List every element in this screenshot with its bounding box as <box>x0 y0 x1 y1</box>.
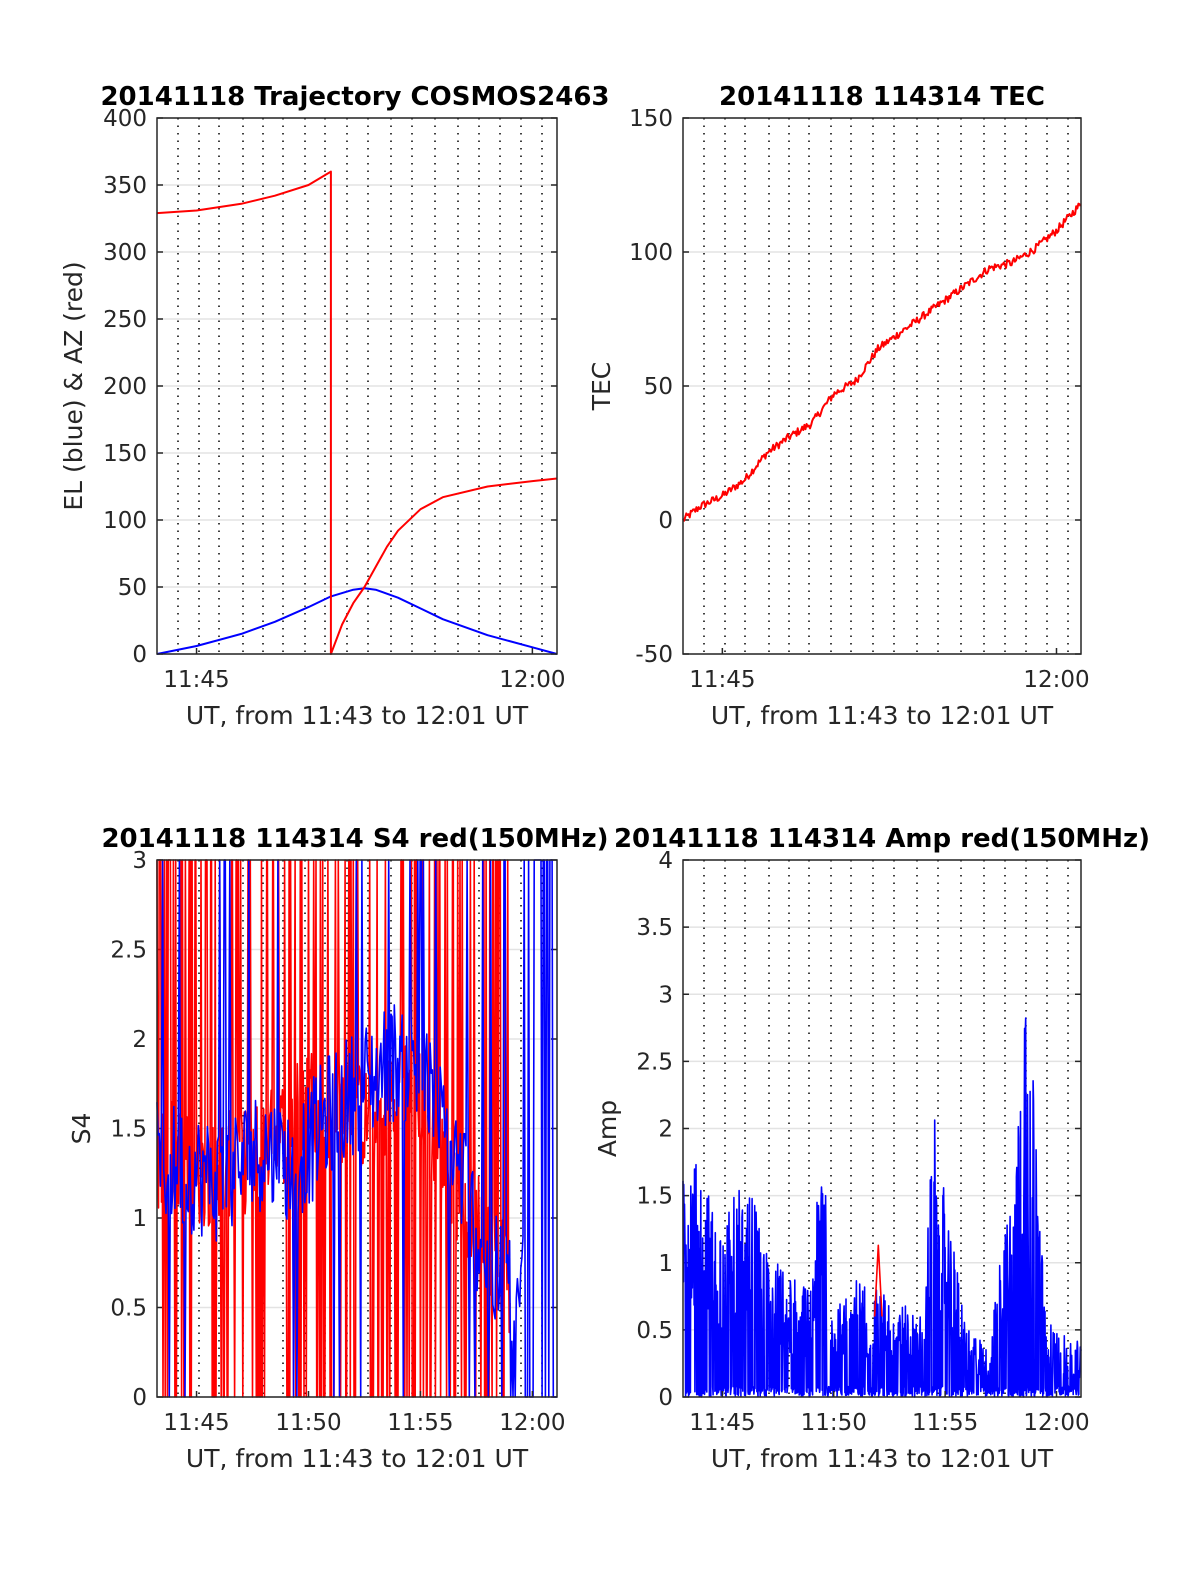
x-tick-label: 11:45 <box>689 667 755 693</box>
y-tick-label: 2.5 <box>636 1049 673 1075</box>
y-tick-label: 200 <box>103 374 147 400</box>
y-tick-label: -50 <box>635 642 673 668</box>
series-line-amp_blue <box>682 1017 1082 1398</box>
x-tick-label: 12:00 <box>1023 1410 1089 1436</box>
x-axis-label: UT, from 11:43 to 12:01 UT <box>711 1444 1054 1473</box>
y-tick-label: 50 <box>644 374 673 400</box>
y-tick-label: 0 <box>658 1385 673 1411</box>
x-axis-label: UT, from 11:43 to 12:01 UT <box>186 701 529 730</box>
y-tick-label: 1.5 <box>110 1117 147 1143</box>
y-tick-label: 100 <box>103 508 147 534</box>
y-tick-label: 100 <box>629 240 673 266</box>
y-tick-label: 0 <box>132 1385 147 1411</box>
y-tick-label: 3.5 <box>636 915 673 941</box>
chart-title: 20141118 114314 TEC <box>719 82 1045 112</box>
y-tick-label: 50 <box>118 575 147 601</box>
x-tick-label: 12:00 <box>499 1410 565 1436</box>
series-line-az <box>156 170 558 655</box>
y-tick-label: 1.5 <box>636 1184 673 1210</box>
x-tick-label: 11:55 <box>912 1410 978 1436</box>
y-tick-label: 3 <box>658 982 673 1008</box>
y-axis-label: S4 <box>67 1113 96 1145</box>
plot-frame <box>682 859 1082 1398</box>
plot-frame <box>156 859 558 1398</box>
y-tick-label: 400 <box>103 106 147 132</box>
x-tick-label: 11:50 <box>275 1410 341 1436</box>
x-tick-label: 11:45 <box>163 667 229 693</box>
plot-frame <box>156 117 558 655</box>
y-tick-label: 3 <box>132 848 147 874</box>
y-tick-label: 2 <box>132 1027 147 1053</box>
series-line-tec <box>682 202 1082 522</box>
y-tick-label: 0.5 <box>636 1318 673 1344</box>
x-tick-label: 11:55 <box>387 1410 453 1436</box>
y-tick-label: 4 <box>658 848 673 874</box>
y-axis-label: Amp <box>593 1100 622 1157</box>
y-tick-label: 1 <box>132 1206 147 1232</box>
y-tick-label: 350 <box>103 173 147 199</box>
x-axis-label: UT, from 11:43 to 12:01 UT <box>711 701 1054 730</box>
chart-tec: -50 0 50 100 150 11:45 12:00 20141118 114314 TE… <box>587 82 1090 730</box>
chart-title: 20141118 114314 Amp red(150MHz) <box>614 824 1150 854</box>
y-tick-label: 300 <box>103 240 147 266</box>
plot-frame <box>682 117 1082 655</box>
y-axis-label: EL (blue) & AZ (red) <box>59 261 88 510</box>
y-tick-label: 250 <box>103 307 147 333</box>
y-axis-label: TEC <box>587 362 616 412</box>
y-tick-label: 2.5 <box>110 938 147 964</box>
y-tick-label: 0 <box>132 642 147 668</box>
x-tick-label: 11:45 <box>163 1410 229 1436</box>
y-tick-label: 2 <box>658 1117 673 1143</box>
chart-s4: 0 0.5 1 1.5 2 2.5 3 11:45 11:50 11:55 12:00 2014111… <box>67 824 609 1473</box>
chart-title: 20141118 114314 S4 red(150MHz) <box>101 824 608 854</box>
y-tick-label: 150 <box>103 441 147 467</box>
y-tick-label: 1 <box>658 1251 673 1277</box>
y-tick-label: 150 <box>629 106 673 132</box>
chart-title: 20141118 Trajectory COSMOS2463 <box>100 82 609 112</box>
chart-amp: 0 0.5 1 1.5 2 2.5 3 3.5 4 11:45 11:50 11:55 12:00 201… <box>593 824 1150 1473</box>
x-tick-label: 11:45 <box>689 1410 755 1436</box>
x-tick-label: 12:00 <box>1023 667 1089 693</box>
x-tick-label: 12:00 <box>499 667 565 693</box>
y-tick-label: 0.5 <box>110 1296 147 1322</box>
x-tick-label: 11:50 <box>801 1410 867 1436</box>
chart-trajectory: 0 50 100 150 200 250 300 350 400 11:45 12:00 201411… <box>59 82 610 730</box>
x-axis-label: UT, from 11:43 to 12:01 UT <box>186 1444 529 1473</box>
series-line-amp_red <box>873 1244 883 1317</box>
series-line-s4_blue <box>156 859 557 1398</box>
y-tick-label: 0 <box>658 508 673 534</box>
